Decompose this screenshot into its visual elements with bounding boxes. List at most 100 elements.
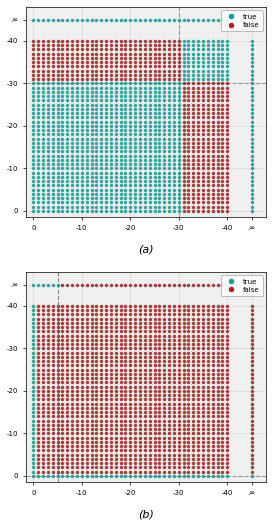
Point — [55, 412, 60, 420]
Point — [123, 374, 128, 382]
Point — [99, 386, 103, 395]
Point — [109, 327, 113, 336]
Point — [201, 434, 205, 442]
Point — [36, 134, 40, 143]
Point — [152, 75, 157, 83]
Point — [157, 434, 162, 442]
Point — [41, 84, 45, 92]
Point — [210, 92, 215, 100]
Point — [128, 450, 132, 459]
Point — [99, 459, 103, 468]
Point — [147, 400, 152, 408]
Point — [123, 357, 128, 366]
Point — [206, 84, 210, 92]
Point — [210, 434, 215, 442]
Point — [80, 96, 84, 105]
Point — [196, 75, 200, 83]
Point — [133, 302, 137, 310]
Point — [128, 109, 132, 117]
Point — [36, 391, 40, 400]
Point — [75, 186, 79, 194]
Point — [147, 37, 152, 45]
Point — [46, 58, 50, 66]
Point — [94, 207, 99, 215]
Point — [75, 344, 79, 353]
Point — [70, 194, 74, 202]
Point — [123, 319, 128, 327]
Point — [152, 202, 157, 211]
Point — [75, 366, 79, 374]
Point — [210, 50, 215, 58]
Point — [147, 323, 152, 332]
Point — [172, 382, 176, 391]
Point — [196, 62, 200, 71]
Point — [99, 168, 103, 177]
Point — [147, 378, 152, 386]
Point — [60, 404, 65, 412]
Point — [182, 463, 186, 472]
Point — [225, 62, 229, 71]
Point — [225, 152, 229, 160]
Point — [172, 450, 176, 459]
Point — [65, 395, 69, 404]
Point — [225, 302, 229, 310]
Point — [152, 357, 157, 366]
Point — [220, 130, 225, 139]
Point — [206, 147, 210, 156]
Point — [118, 357, 123, 366]
Point — [206, 310, 210, 319]
Point — [65, 122, 69, 130]
Point — [128, 75, 132, 83]
Point — [65, 105, 69, 113]
Point — [177, 100, 181, 109]
Point — [162, 66, 167, 75]
Point — [186, 340, 191, 348]
Point — [167, 336, 171, 344]
Point — [162, 126, 167, 134]
Point — [143, 168, 147, 177]
Point — [55, 181, 60, 190]
Point — [143, 198, 147, 207]
Point — [147, 361, 152, 370]
Point — [41, 425, 45, 434]
Point — [177, 327, 181, 336]
Point — [114, 400, 118, 408]
Point — [128, 181, 132, 190]
Point — [36, 412, 40, 420]
Point — [172, 404, 176, 412]
Point — [70, 58, 74, 66]
Point — [147, 357, 152, 366]
Point — [162, 450, 167, 459]
Point — [65, 348, 69, 357]
Point — [225, 143, 229, 151]
Point — [143, 336, 147, 344]
Point — [46, 152, 50, 160]
Point — [60, 280, 65, 289]
Point — [249, 207, 254, 215]
Point — [215, 336, 220, 344]
Point — [182, 454, 186, 463]
Point — [249, 113, 254, 122]
Point — [55, 75, 60, 83]
Point — [220, 459, 225, 468]
Point — [177, 122, 181, 130]
Point — [220, 66, 225, 75]
Point — [104, 438, 108, 446]
Point — [46, 378, 50, 386]
Point — [177, 152, 181, 160]
Point — [191, 306, 195, 314]
Point — [51, 96, 55, 105]
Point — [249, 84, 254, 92]
Point — [172, 327, 176, 336]
Point — [210, 88, 215, 96]
Point — [172, 143, 176, 151]
Point — [206, 463, 210, 472]
Point — [104, 181, 108, 190]
Point — [249, 382, 254, 391]
Point — [157, 160, 162, 168]
Point — [206, 75, 210, 83]
Point — [46, 332, 50, 340]
Point — [109, 84, 113, 92]
Point — [177, 463, 181, 472]
Point — [89, 16, 94, 24]
